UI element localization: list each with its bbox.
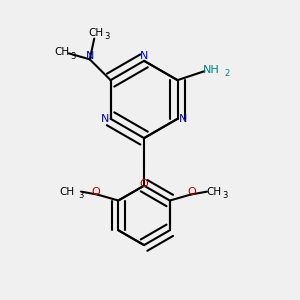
Text: O: O bbox=[140, 179, 148, 189]
Text: CH: CH bbox=[59, 187, 75, 196]
Text: CH: CH bbox=[54, 47, 69, 57]
Text: N: N bbox=[100, 114, 109, 124]
Text: N: N bbox=[179, 114, 188, 124]
Text: CH: CH bbox=[206, 187, 221, 196]
Text: N: N bbox=[85, 51, 94, 62]
Text: NH: NH bbox=[203, 65, 220, 75]
Text: N: N bbox=[140, 51, 148, 62]
Text: 3: 3 bbox=[79, 191, 84, 200]
Text: 2: 2 bbox=[224, 69, 230, 78]
Text: 3: 3 bbox=[222, 191, 227, 200]
Text: O: O bbox=[92, 187, 100, 196]
Text: O: O bbox=[188, 187, 197, 196]
Text: 3: 3 bbox=[104, 32, 110, 41]
Text: CH: CH bbox=[88, 28, 103, 38]
Text: 3: 3 bbox=[70, 52, 76, 62]
